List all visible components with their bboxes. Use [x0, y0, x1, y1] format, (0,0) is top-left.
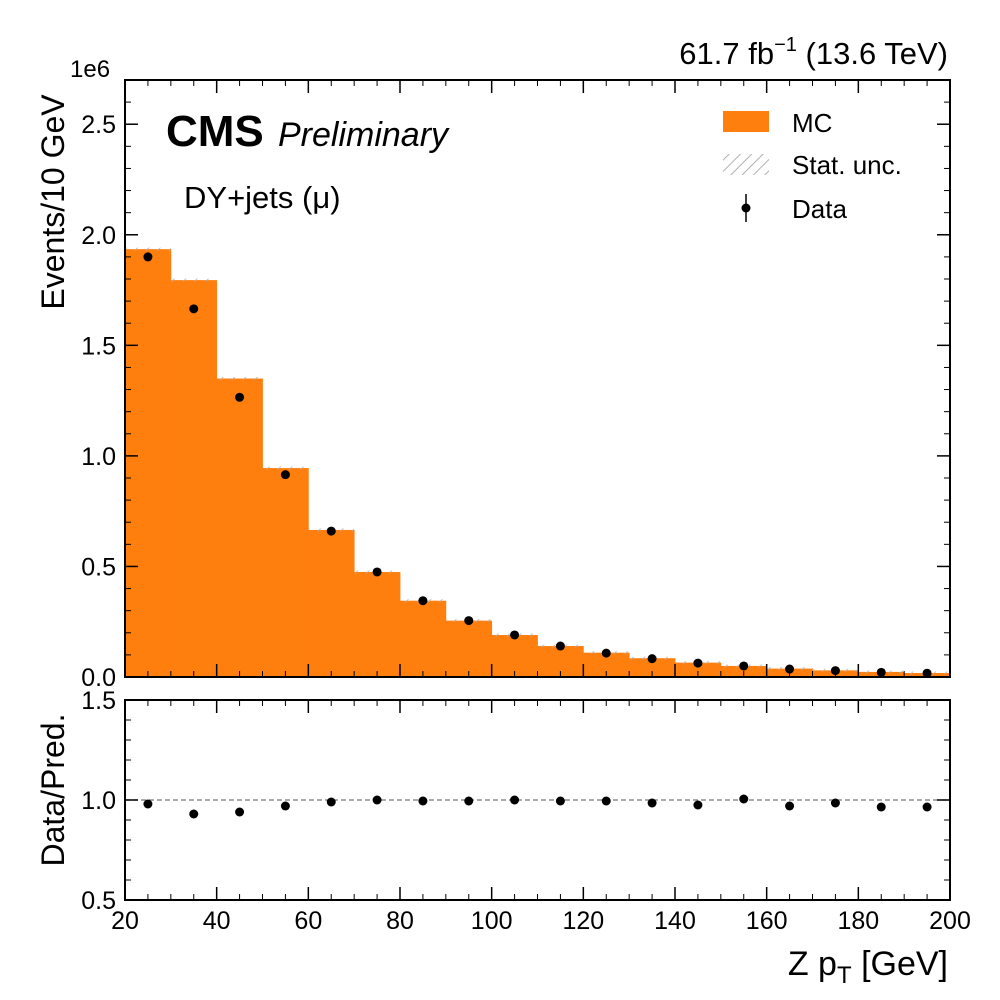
y-tick-label: 1.0 — [81, 443, 116, 471]
ratio-point — [739, 794, 749, 804]
ratio-plot-frame — [124, 699, 951, 901]
legend-data-marker — [741, 203, 751, 213]
legend-stat-unc-swatch — [723, 154, 769, 175]
y-tick-label: 0.5 — [81, 553, 116, 581]
legend-data-label: Data — [792, 194, 847, 224]
ratio-point — [189, 809, 199, 819]
legend-mc-label: MC — [792, 108, 832, 138]
mc-bar — [445, 620, 493, 677]
main-plot-marks — [125, 247, 951, 678]
mc-bar — [262, 468, 309, 677]
ratio-axis-ticks: 0.5 1.0 1.5 20 40 60 80 100 120 140 160 180 200 — [81, 687, 971, 935]
stat-unc-band — [216, 377, 263, 380]
data-point — [510, 630, 520, 640]
y-tick-label: 0.0 — [81, 664, 116, 692]
mc-bar — [216, 378, 263, 677]
x-tick-label: 200 — [929, 907, 971, 935]
mc-bar — [354, 571, 401, 677]
preliminary-label: Preliminary — [278, 116, 450, 154]
mc-bar — [308, 529, 355, 677]
data-point — [830, 666, 840, 676]
stat-unc-band — [170, 278, 217, 282]
cms-label: CMS — [166, 107, 264, 156]
data-point — [785, 664, 795, 674]
mc-bar — [400, 600, 447, 677]
main-y-axis-label: Events/10 GeV — [35, 94, 71, 310]
ratio-point — [510, 795, 520, 805]
mc-bar — [125, 249, 172, 677]
data-point — [280, 470, 290, 480]
ratio-point — [876, 802, 886, 812]
x-axis-label: Z pT [GeV] — [788, 945, 948, 989]
data-point — [464, 616, 474, 626]
ratio-point — [647, 798, 657, 808]
data-point — [189, 304, 199, 314]
x-tick-label: 160 — [746, 907, 788, 935]
stat-unc-band — [262, 466, 309, 470]
main-plot-frame — [124, 79, 951, 678]
data-point — [418, 596, 428, 606]
x-tick-label: 60 — [294, 907, 322, 935]
ratio-point — [235, 807, 245, 817]
ratio-y-tick-label: 1.5 — [81, 687, 116, 715]
ratio-point — [922, 802, 932, 812]
x-tick-label: 40 — [203, 907, 231, 935]
ratio-point — [555, 796, 565, 806]
ratio-point — [280, 801, 290, 811]
ratio-point — [326, 797, 336, 807]
ratio-y-tick-label: 1.0 — [81, 787, 116, 815]
y-tick-label: 1.5 — [81, 332, 116, 360]
data-point — [326, 526, 336, 536]
mc-bar — [491, 634, 538, 677]
x-tick-label: 140 — [654, 907, 696, 935]
ratio-plot-marks — [125, 794, 950, 819]
x-tick-label: 180 — [837, 907, 879, 935]
data-point — [601, 648, 611, 658]
legend: MC Stat. unc. Data — [723, 108, 902, 224]
y-tick-label: 2.0 — [81, 222, 116, 250]
stat-unc-band — [125, 247, 171, 251]
y-offset-label: 1e6 — [70, 56, 110, 83]
y-tick-label: 2.5 — [81, 111, 116, 139]
legend-mc-swatch — [723, 111, 769, 132]
ratio-point — [693, 800, 703, 810]
lumi-label: 61.7 fb−1 (13.6 TeV) — [679, 34, 948, 71]
ratio-point — [601, 796, 611, 806]
ratio-point — [143, 799, 153, 809]
ratio-point — [830, 798, 840, 808]
mc-bar — [170, 280, 218, 677]
ratio-point — [785, 801, 795, 811]
data-point — [647, 654, 657, 664]
data-point — [143, 252, 153, 262]
data-point — [372, 567, 382, 577]
ratio-point — [418, 796, 428, 806]
ratio-point — [464, 796, 474, 806]
legend-stat-unc-label: Stat. unc. — [792, 150, 902, 180]
ratio-point — [372, 795, 382, 805]
data-point — [693, 658, 703, 668]
data-point — [739, 661, 749, 671]
data-point — [555, 641, 565, 651]
mc-bar — [629, 658, 676, 677]
ratio-y-axis-label: Data/Pred. — [35, 714, 71, 867]
x-tick-label: 20 — [111, 907, 139, 935]
x-tick-label: 80 — [386, 907, 414, 935]
channel-label: DY+jets (μ) — [184, 180, 341, 215]
x-tick-label: 100 — [471, 907, 513, 935]
data-point — [235, 392, 245, 402]
mc-bar — [675, 662, 722, 677]
ratio-y-tick-label: 0.5 — [81, 887, 116, 915]
x-tick-label: 120 — [562, 907, 604, 935]
